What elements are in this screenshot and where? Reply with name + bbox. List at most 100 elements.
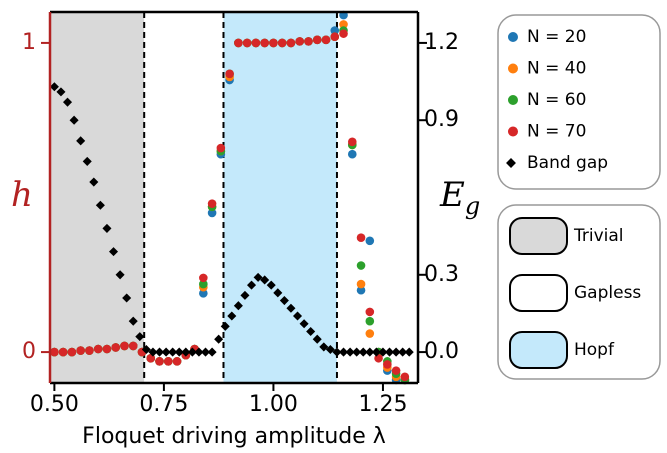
h-point <box>102 344 112 354</box>
legend-marker <box>506 158 516 168</box>
legend-marker <box>508 32 518 42</box>
h-point <box>163 357 173 366</box>
h-point <box>76 346 85 355</box>
h-point <box>85 346 94 355</box>
h-point <box>207 199 217 208</box>
phase-legend-swatch <box>509 274 568 312</box>
x-tick-label: 1.25 <box>358 392 407 417</box>
h-point <box>242 38 252 48</box>
h-point <box>339 29 348 38</box>
legend-box <box>497 14 661 190</box>
y2-label-base: E <box>439 175 465 215</box>
h-point <box>269 38 278 48</box>
band-gap-point <box>49 82 59 92</box>
h-point <box>295 37 305 46</box>
h-point <box>365 307 375 317</box>
h-point <box>225 69 234 79</box>
h-point <box>199 279 208 289</box>
h-point <box>391 366 401 375</box>
h-point <box>304 37 313 46</box>
band-gap-point <box>233 301 243 311</box>
h-point <box>277 38 287 48</box>
h-point <box>216 143 226 153</box>
y-tick-label: 1 <box>22 30 36 55</box>
legend-label: N = 60 <box>527 90 586 110</box>
h-point <box>207 208 217 218</box>
h-point <box>93 344 103 354</box>
h-point <box>356 233 366 242</box>
phase-legend-label: Gapless <box>574 283 641 303</box>
y2-label-sub: g <box>465 192 480 220</box>
y-axis-label: h <box>11 175 33 215</box>
band-gap-point <box>181 347 191 357</box>
x-axis-label: Floquet driving amplitude λ <box>82 424 386 449</box>
h-point <box>330 26 340 35</box>
band-gap-point <box>246 280 257 290</box>
h-point <box>260 38 269 48</box>
band-gap-point <box>227 311 237 321</box>
y2-tick-label: 0.0 <box>424 339 459 364</box>
h-point <box>128 341 138 351</box>
legend-label: Band gap <box>527 153 608 173</box>
phase-legend-label: Trivial <box>573 226 624 246</box>
h-point <box>120 341 129 351</box>
h-point <box>330 32 340 42</box>
h-point <box>339 20 348 29</box>
band-gap-point <box>207 347 217 357</box>
phase-legend-swatch <box>509 331 568 369</box>
h-point <box>111 343 121 352</box>
band-gap-point <box>154 347 165 357</box>
band-gap-point <box>122 293 132 303</box>
legend-label: N = 20 <box>527 27 586 47</box>
band-gap-point <box>62 97 73 107</box>
h-point <box>383 360 392 369</box>
x-tick-label: 0.50 <box>30 392 79 417</box>
band-gap-point <box>168 347 178 357</box>
band-gap-point <box>115 270 125 280</box>
h-point <box>172 357 182 366</box>
x-tick-label: 0.75 <box>139 392 188 417</box>
band-gap-point <box>108 247 119 257</box>
h-point <box>365 329 375 338</box>
h-point <box>347 137 357 147</box>
h-point <box>365 316 375 326</box>
band-gap-point <box>161 347 171 357</box>
band-gap-point <box>194 347 204 357</box>
phase-region <box>144 12 224 383</box>
legend-label: N = 40 <box>527 59 586 79</box>
h-point <box>400 372 410 382</box>
band-gap-point <box>187 347 197 357</box>
y-tick-label: 0 <box>22 339 36 364</box>
band-gap-point <box>128 316 138 326</box>
h-point <box>365 236 375 246</box>
band-gap-point <box>141 344 151 355</box>
legend-marker <box>508 95 518 105</box>
phase-legend-swatch <box>509 217 568 255</box>
band-gap-point <box>220 321 230 331</box>
h-point <box>347 149 357 159</box>
y2-tick-label: 0.9 <box>424 107 459 132</box>
phase-legend-label: Hopf <box>574 340 615 360</box>
band-gap-point <box>56 87 66 97</box>
band-gap-point <box>404 347 414 357</box>
h-point <box>155 357 164 366</box>
band-gap-point <box>82 156 92 166</box>
h-point <box>50 347 59 357</box>
band-gap-point <box>69 115 79 125</box>
h-point <box>199 273 208 283</box>
legend-label: N = 70 <box>527 122 586 142</box>
h-point <box>286 38 296 48</box>
band-gap-point <box>240 290 250 300</box>
legend-marker <box>508 63 518 74</box>
h-point <box>356 285 366 295</box>
h-point <box>356 261 366 270</box>
h-point <box>234 38 243 48</box>
x-tick-label: 1.00 <box>249 392 298 417</box>
phase-region <box>50 12 145 383</box>
band-gap-point <box>76 136 86 146</box>
band-gap-point <box>148 347 158 357</box>
y2-tick-label: 1.2 <box>424 30 459 55</box>
h-point <box>67 347 77 357</box>
h-point <box>199 289 208 298</box>
